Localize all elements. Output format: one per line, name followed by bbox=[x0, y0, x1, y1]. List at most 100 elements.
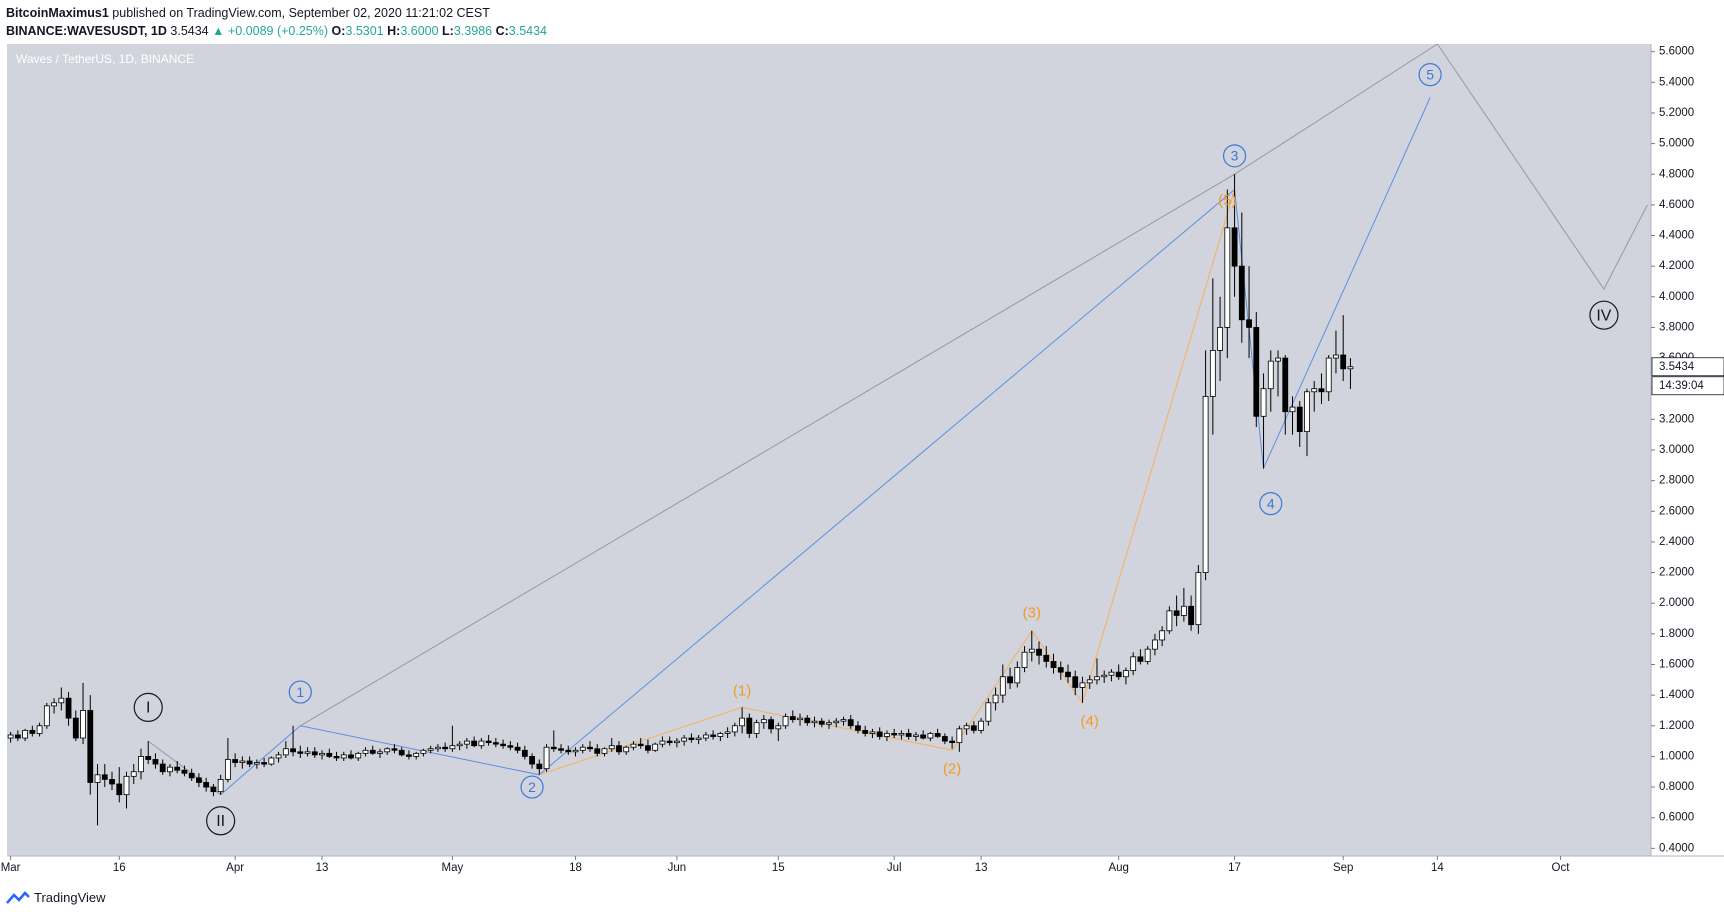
candle-body bbox=[456, 743, 463, 747]
candle-body bbox=[246, 760, 253, 765]
candle-body bbox=[174, 766, 181, 771]
ohlc-values: O:3.5301 H:3.6000 L:3.3986 C:3.5434 bbox=[332, 24, 548, 38]
wave-label-circle bbox=[520, 775, 544, 799]
candle-body bbox=[630, 743, 637, 748]
y-tick-label: 0.8000 bbox=[1659, 781, 1694, 793]
candle-body bbox=[152, 759, 159, 765]
candle-body bbox=[1028, 648, 1035, 653]
wave-line bbox=[539, 189, 1236, 776]
ohlc-key: O: bbox=[331, 24, 346, 38]
ohlc-value: 3.3986 bbox=[453, 24, 493, 38]
candle-body bbox=[65, 697, 72, 719]
wave-label-circle bbox=[1589, 300, 1619, 330]
candle-body bbox=[87, 710, 94, 783]
candle-body bbox=[1296, 406, 1303, 433]
candle-body bbox=[14, 734, 21, 739]
candle-body bbox=[884, 733, 890, 737]
y-tick-label: 2.0000 bbox=[1659, 597, 1694, 609]
candle-body bbox=[224, 759, 231, 780]
candle-body bbox=[80, 710, 86, 739]
candle-body bbox=[855, 725, 861, 731]
candle-body bbox=[1137, 656, 1144, 662]
candle-body bbox=[804, 717, 811, 724]
wave-label: (4) bbox=[1081, 713, 1099, 730]
ohlc-key: C: bbox=[495, 24, 509, 38]
candle-body bbox=[51, 702, 57, 707]
candle-body bbox=[420, 749, 427, 754]
candle-body bbox=[145, 756, 152, 760]
candle-body bbox=[963, 725, 970, 730]
candle-body bbox=[1166, 610, 1173, 632]
wave-label-circle bbox=[1259, 492, 1283, 516]
wave-label: 5 bbox=[1426, 66, 1434, 82]
candle-body bbox=[1123, 670, 1129, 678]
candle-body bbox=[1289, 406, 1296, 413]
candle-body bbox=[384, 748, 391, 753]
candle-body bbox=[471, 740, 478, 747]
candle-body bbox=[905, 733, 912, 737]
ohlc-value: 3.6000 bbox=[400, 24, 439, 38]
candle-body bbox=[724, 731, 731, 734]
candle-body bbox=[369, 749, 376, 754]
candle-body bbox=[406, 754, 412, 757]
symbol-line: BINANCE:WAVESUSDT, 1D 3.5434 ▲ +0.0089 (… bbox=[6, 22, 547, 40]
candle-body bbox=[377, 751, 383, 754]
candle-body bbox=[818, 720, 825, 725]
candle-body bbox=[1144, 648, 1151, 662]
candle-body bbox=[290, 748, 296, 753]
candle-body bbox=[355, 752, 362, 759]
chart: Waves / TetherUS, 1D, BINANCE 0.4000 0.60… bbox=[1, 43, 1724, 874]
candle-body bbox=[130, 771, 137, 777]
candle-body bbox=[181, 769, 188, 774]
y-tick-label: 4.4000 bbox=[1659, 230, 1694, 242]
candle-body bbox=[427, 748, 434, 751]
candle-body bbox=[217, 778, 224, 793]
candle-body bbox=[1152, 639, 1158, 650]
y-tick-label: 4.2000 bbox=[1659, 260, 1694, 272]
y-tick-label: 5.2000 bbox=[1659, 107, 1694, 119]
ohlc-key: L: bbox=[442, 24, 454, 38]
candle-body bbox=[927, 733, 934, 739]
candle-body bbox=[753, 722, 760, 734]
candle-body bbox=[275, 754, 282, 759]
candle-body bbox=[876, 731, 883, 737]
candle-body bbox=[340, 754, 347, 759]
y-tick-label: 1.2000 bbox=[1659, 720, 1694, 732]
candle-body bbox=[862, 729, 869, 734]
candle-body bbox=[413, 752, 420, 757]
candle-body bbox=[1224, 227, 1231, 328]
candle-body bbox=[941, 736, 948, 742]
candle-body bbox=[739, 717, 745, 727]
published: published on TradingView.com, September … bbox=[112, 6, 490, 20]
candle-body bbox=[601, 748, 608, 754]
x-tick-label: 15 bbox=[772, 862, 785, 874]
wave-label: (2) bbox=[943, 761, 961, 778]
candle-body bbox=[811, 720, 818, 724]
candle-body bbox=[920, 734, 927, 739]
last-price-label: 3.5434 bbox=[1659, 361, 1695, 373]
candle-body bbox=[159, 763, 166, 773]
candle-body bbox=[1253, 327, 1260, 417]
candle-body bbox=[478, 740, 485, 747]
plot-background bbox=[7, 44, 1651, 856]
candle-body bbox=[659, 740, 666, 745]
wave-label: 4 bbox=[1267, 495, 1275, 511]
candle-body bbox=[826, 722, 832, 725]
candle-body bbox=[702, 734, 709, 739]
candle-body bbox=[116, 783, 123, 796]
countdown-box bbox=[1651, 376, 1724, 396]
candle-body bbox=[1209, 350, 1216, 397]
header: BitcoinMaximus1 published on TradingView… bbox=[6, 4, 547, 40]
candle-body bbox=[637, 743, 644, 747]
candle-body bbox=[760, 719, 767, 724]
candle-body bbox=[253, 762, 260, 765]
candle-body bbox=[978, 720, 984, 731]
y-tick-label: 5.4000 bbox=[1659, 76, 1694, 88]
candle-body bbox=[521, 749, 528, 757]
candle-body bbox=[1260, 388, 1267, 417]
candle-body bbox=[282, 748, 289, 756]
footer: TradingView bbox=[6, 890, 106, 905]
candle-body bbox=[1079, 682, 1086, 688]
x-tick-label: 17 bbox=[1228, 862, 1241, 874]
candle-body bbox=[594, 748, 601, 754]
